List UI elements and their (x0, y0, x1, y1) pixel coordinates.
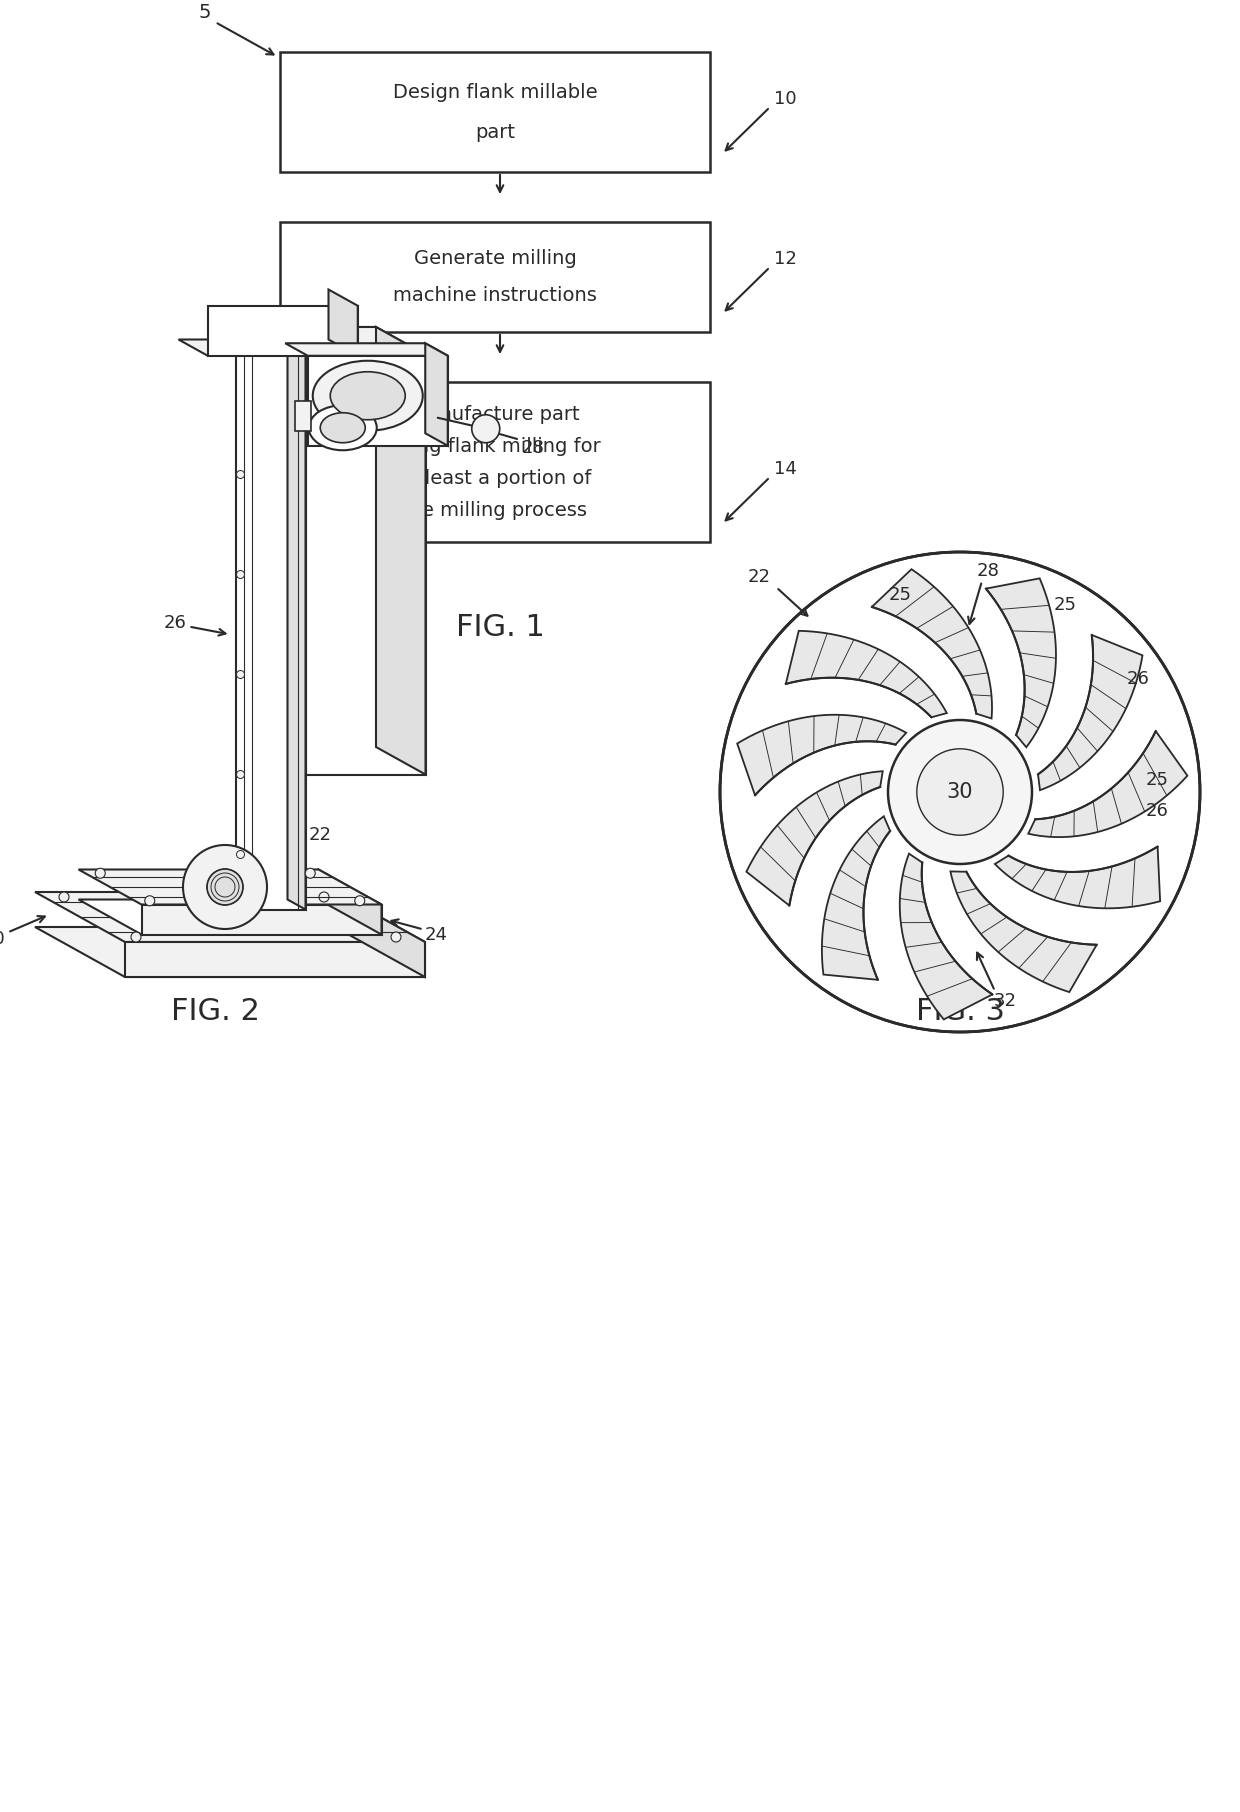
Text: FIG. 3: FIG. 3 (915, 997, 1004, 1027)
Text: Generate milling: Generate milling (414, 250, 577, 268)
Circle shape (145, 895, 155, 906)
Polygon shape (78, 899, 382, 935)
Circle shape (471, 415, 500, 442)
Circle shape (391, 931, 401, 942)
Text: 20: 20 (0, 931, 6, 948)
Text: 28: 28 (521, 439, 544, 457)
Text: 5: 5 (198, 2, 211, 22)
Polygon shape (786, 631, 947, 718)
Circle shape (237, 850, 244, 859)
Text: 25: 25 (1146, 770, 1168, 788)
Polygon shape (208, 306, 358, 355)
Polygon shape (335, 892, 425, 977)
Polygon shape (255, 326, 376, 747)
Text: 26: 26 (1146, 803, 1168, 821)
Ellipse shape (309, 406, 377, 449)
Polygon shape (285, 342, 448, 355)
Polygon shape (986, 578, 1056, 747)
Text: 26: 26 (1126, 670, 1149, 689)
Ellipse shape (312, 361, 423, 431)
Text: 32: 32 (993, 991, 1017, 1009)
Circle shape (720, 553, 1200, 1033)
Text: 10: 10 (774, 91, 796, 109)
Polygon shape (35, 928, 425, 977)
Polygon shape (236, 355, 305, 910)
Text: the milling process: the milling process (403, 500, 588, 520)
Polygon shape (425, 342, 448, 446)
Circle shape (305, 868, 315, 879)
Polygon shape (738, 714, 906, 795)
Circle shape (60, 892, 69, 902)
Text: FIG. 2: FIG. 2 (171, 997, 259, 1027)
Polygon shape (900, 853, 992, 1020)
Circle shape (355, 895, 365, 906)
Polygon shape (308, 355, 448, 446)
Text: 25: 25 (1054, 596, 1076, 614)
Text: 28: 28 (977, 562, 999, 580)
Polygon shape (994, 846, 1161, 908)
Circle shape (916, 748, 1003, 835)
Circle shape (184, 844, 267, 930)
Bar (280, 382, 711, 542)
Text: using flank milling for: using flank milling for (389, 437, 601, 455)
Polygon shape (1038, 634, 1142, 790)
Bar (295, 400, 311, 431)
Text: 30: 30 (947, 783, 973, 803)
Circle shape (319, 892, 329, 902)
Text: part: part (475, 123, 515, 141)
Text: 14: 14 (774, 460, 796, 478)
Ellipse shape (330, 371, 405, 420)
Text: at least a portion of: at least a portion of (399, 469, 591, 487)
Circle shape (237, 670, 244, 678)
Polygon shape (179, 339, 358, 355)
Circle shape (95, 868, 105, 879)
Polygon shape (376, 326, 425, 774)
Polygon shape (1028, 730, 1188, 837)
Polygon shape (872, 569, 992, 719)
Polygon shape (822, 815, 890, 980)
Polygon shape (78, 870, 382, 904)
Polygon shape (217, 899, 305, 910)
Text: 25: 25 (889, 587, 911, 603)
Polygon shape (217, 344, 305, 355)
Text: 24: 24 (425, 926, 448, 944)
Text: Design flank millable: Design flank millable (393, 83, 598, 101)
Circle shape (888, 719, 1032, 864)
Polygon shape (255, 747, 425, 774)
Polygon shape (329, 290, 358, 355)
Circle shape (131, 931, 141, 942)
Polygon shape (746, 772, 883, 906)
Circle shape (207, 870, 243, 904)
Bar (280, 53, 711, 172)
Text: FIG. 1: FIG. 1 (455, 612, 544, 641)
Polygon shape (125, 942, 425, 977)
Polygon shape (319, 870, 382, 935)
Polygon shape (950, 872, 1096, 993)
Circle shape (237, 770, 244, 779)
Text: 22: 22 (748, 569, 771, 587)
Polygon shape (255, 326, 425, 355)
Text: 26: 26 (164, 614, 187, 632)
Text: machine instructions: machine instructions (393, 286, 596, 304)
Polygon shape (35, 892, 425, 942)
Ellipse shape (320, 413, 366, 442)
Text: Manufacture part: Manufacture part (410, 404, 579, 424)
Text: 22: 22 (309, 826, 331, 844)
Circle shape (237, 571, 244, 578)
Text: 12: 12 (774, 250, 796, 268)
Bar (280, 223, 711, 332)
Polygon shape (288, 344, 305, 910)
Polygon shape (305, 355, 425, 774)
Polygon shape (141, 904, 382, 935)
Circle shape (237, 471, 244, 478)
